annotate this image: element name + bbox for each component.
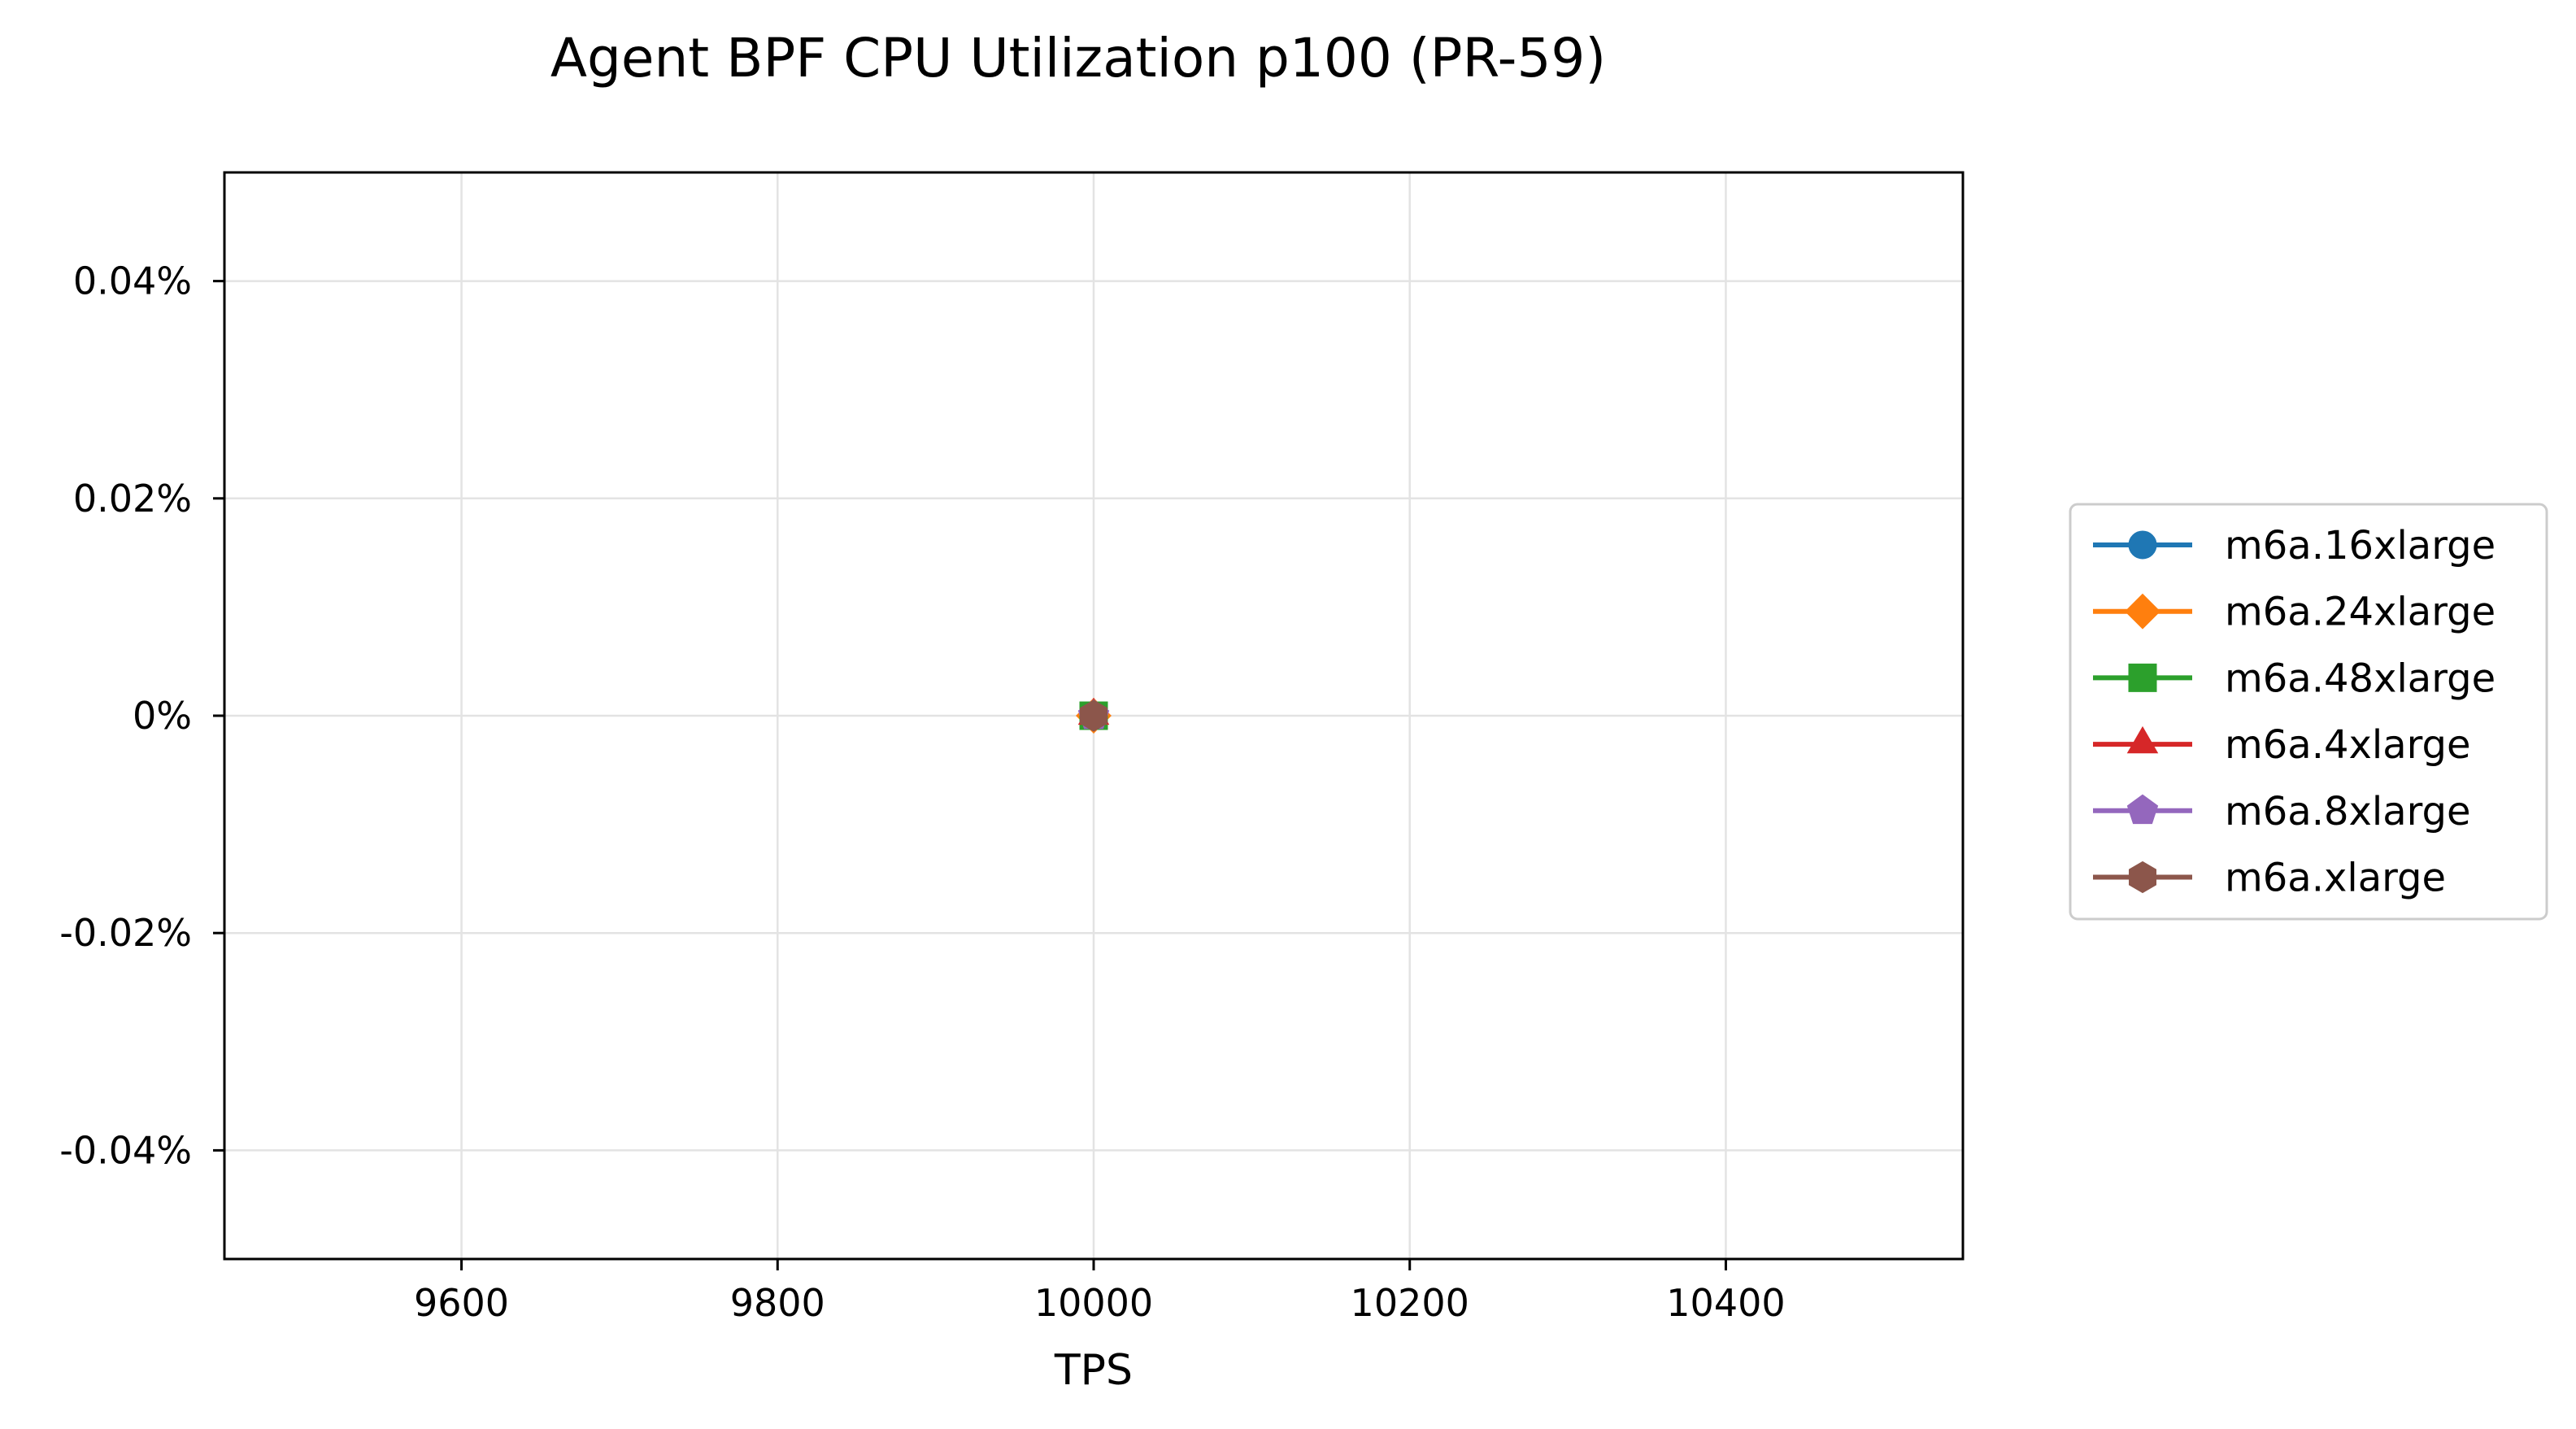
legend-marker	[2126, 725, 2159, 754]
legend-marker	[2128, 663, 2157, 692]
chart-title: Agent BPF CPU Utilization p100 (PR-59)	[550, 27, 1606, 89]
legend-frame	[2069, 503, 2548, 921]
legend-label: m6a.16xlarge	[2225, 523, 2496, 569]
legend-label: m6a.4xlarge	[2225, 722, 2471, 768]
x-tick-label: 10000	[1034, 1281, 1153, 1325]
legend-item: m6a.16xlarge	[2093, 523, 2496, 569]
x-axis-label: TPS	[1054, 1346, 1133, 1395]
legend: m6a.16xlarge m6a.24xlarge m6a.48xlarge m6a.…	[2069, 503, 2548, 921]
legend-label: m6a.8xlarge	[2225, 789, 2471, 834]
legend-item: m6a.48xlarge	[2093, 656, 2496, 701]
y-tick-label: 0.04%	[73, 259, 192, 303]
plot-frame	[223, 171, 1965, 1261]
data-point	[1080, 699, 1107, 732]
legend-item: m6a.24xlarge	[2093, 590, 2496, 635]
legend-label: m6a.24xlarge	[2225, 590, 2496, 635]
x-tick-label: 10200	[1351, 1281, 1469, 1325]
legend-item: m6a.4xlarge	[2093, 722, 2471, 768]
x-tick-label: 9800	[730, 1281, 825, 1325]
y-tick-label: 0.02%	[73, 477, 192, 521]
legend-marker	[2128, 530, 2157, 560]
legend-label: m6a.xlarge	[2225, 856, 2446, 901]
legend-marker	[2129, 860, 2156, 894]
series-m6a.xlarge	[1080, 699, 1107, 732]
y-tick-label: 0%	[133, 694, 192, 738]
legend-marker	[2125, 593, 2160, 630]
legend-item: m6a.xlarge	[2093, 856, 2446, 901]
axis-ticks: 9600 9800 10000 10200 10400 0.04% 0.02% 0% -0.02…	[59, 259, 1785, 1325]
x-tick-label: 10400	[1666, 1281, 1785, 1325]
legend-marker	[2126, 794, 2159, 825]
data-series	[1076, 697, 1112, 734]
y-tick-label: -0.02%	[59, 911, 192, 955]
legend-item: m6a.8xlarge	[2093, 789, 2471, 834]
y-tick-label: -0.04%	[59, 1128, 192, 1172]
legend-label: m6a.48xlarge	[2225, 656, 2496, 701]
x-tick-label: 9600	[414, 1281, 509, 1325]
